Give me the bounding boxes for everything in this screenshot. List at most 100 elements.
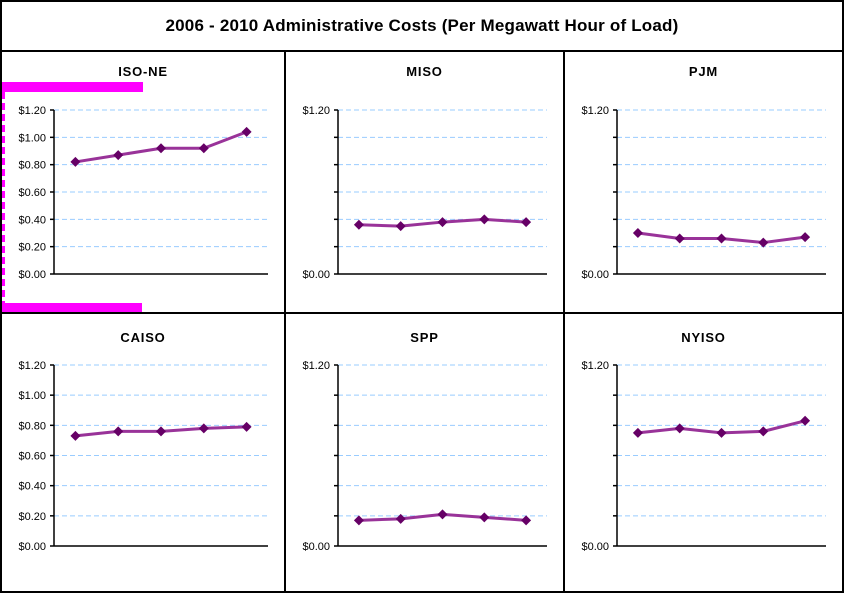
y-tick-label: $1.20 [302, 105, 330, 117]
y-tick-labels: $1.20 $0.00 [581, 105, 609, 281]
chart-cell-spp: $1.20 $0.00 SPP [284, 312, 563, 591]
chart-cell-nyiso: $1.20 $0.00 NYISO [563, 312, 842, 591]
y-tick-label: $1.00 [18, 390, 46, 402]
chart-title: SPP [410, 330, 439, 345]
report-title-row: 2006 - 2010 Administrative Costs (Per Me… [2, 2, 842, 52]
y-tick-labels: $1.20 $0.00 [302, 360, 330, 553]
chart-cell-iso-ne: $1.20 $1.00 $0.80 $0.60 $0.40 $0.20 $0.00 ISO-… [2, 52, 284, 312]
y-tick-label: $0.40 [18, 214, 46, 226]
data-point-marker [632, 228, 643, 238]
y-tick-label: $0.60 [18, 187, 46, 199]
data-point-marker [353, 219, 364, 230]
y-tick-label: $1.20 [18, 360, 46, 372]
chart-canvas-caiso: $1.20 $1.00 $0.80 $0.60 $0.40 $0.20 $0.00 [18, 360, 268, 553]
chart-grid: $1.20 $1.00 $0.80 $0.60 $0.40 $0.20 $0.00 ISO-… [2, 52, 842, 591]
y-tick-labels: $1.20 $1.00 $0.80 $0.60 $0.40 $0.20 $0.00 [18, 360, 46, 553]
data-point-marker [479, 512, 490, 523]
data-point-marker [674, 423, 685, 434]
selection-highlight-left [2, 92, 5, 303]
y-tick-label: $1.20 [18, 105, 46, 117]
axes [50, 364, 268, 547]
data-point-markers [70, 421, 252, 441]
data-point-marker [521, 515, 532, 526]
data-point-marker [479, 214, 490, 225]
data-point-marker [113, 150, 124, 161]
data-point-marker [156, 426, 166, 437]
y-tick-label: $1.20 [581, 360, 609, 372]
data-point-marker [395, 513, 406, 524]
data-point-markers [632, 228, 811, 248]
chart-title: CAISO [120, 330, 166, 345]
axes [334, 109, 547, 275]
data-point-markers [70, 126, 252, 167]
data-point-marker [70, 156, 81, 167]
chart-canvas-miso: $1.20 $0.00 [302, 105, 547, 281]
y-tick-label: $0.20 [18, 242, 46, 254]
axes [334, 364, 547, 547]
gridlines [338, 109, 547, 248]
data-point-marker [437, 217, 448, 228]
axes [613, 109, 826, 275]
y-tick-label: $0.00 [302, 541, 330, 553]
y-tick-label: $1.20 [581, 105, 609, 117]
data-point-marker [758, 426, 769, 437]
y-tick-label: $0.00 [581, 541, 609, 553]
data-point-marker [395, 221, 406, 232]
data-point-marker [113, 426, 124, 437]
y-tick-label: $0.00 [581, 269, 609, 281]
y-tick-label: $0.00 [18, 541, 46, 553]
axes [50, 109, 268, 275]
y-tick-label: $0.00 [302, 269, 330, 281]
y-tick-labels: $1.20 $0.00 [581, 360, 609, 553]
chart-cell-miso: $1.20 $0.00 MISO [284, 52, 563, 312]
y-tick-label: $1.20 [302, 360, 330, 372]
chart-title: NYISO [681, 330, 726, 345]
data-point-marker [198, 143, 209, 154]
gridlines [617, 364, 826, 517]
data-point-marker [800, 415, 811, 426]
y-tick-label: $1.00 [18, 132, 46, 144]
y-tick-label: $0.40 [18, 481, 46, 493]
data-point-marker [70, 430, 81, 441]
data-point-marker [241, 421, 252, 432]
chart-cell-pjm: $1.20 $0.00 PJM [563, 52, 842, 312]
chart-canvas-pjm: $1.20 $0.00 [581, 105, 826, 281]
data-point-markers [632, 415, 811, 438]
chart-title: PJM [688, 64, 719, 79]
data-point-marker [198, 423, 209, 434]
y-tick-label: $0.20 [18, 511, 46, 523]
chart-canvas-nyiso: $1.20 $0.00 [581, 360, 826, 553]
gridlines [54, 364, 268, 517]
chart-title: ISO-NE [118, 64, 168, 79]
data-point-marker [241, 126, 252, 137]
data-point-marker [674, 233, 685, 244]
gridlines [54, 109, 268, 248]
report-title: 2006 - 2010 Administrative Costs (Per Me… [165, 16, 679, 35]
data-point-marker [632, 427, 643, 438]
y-tick-label: $0.60 [18, 451, 46, 463]
y-tick-label: $0.00 [18, 269, 46, 281]
data-point-markers [353, 509, 532, 526]
y-tick-labels: $1.20 $1.00 $0.80 $0.60 $0.40 $0.20 $0.00 [18, 105, 46, 281]
data-point-marker [437, 509, 448, 520]
data-point-marker [716, 427, 727, 438]
y-tick-label: $0.80 [18, 420, 46, 432]
data-point-marker [156, 143, 166, 154]
gridlines [338, 364, 547, 517]
data-point-marker [800, 232, 811, 243]
chart-canvas-iso-ne: $1.20 $1.00 $0.80 $0.60 $0.40 $0.20 $0.00 [18, 105, 268, 281]
gridlines [617, 109, 826, 248]
axes [613, 364, 826, 547]
data-point-marker [758, 237, 769, 248]
chart-title: MISO [406, 64, 443, 79]
data-point-marker [521, 217, 532, 228]
y-tick-label: $0.80 [18, 160, 46, 172]
data-point-markers [353, 214, 532, 232]
selection-highlight-top [2, 82, 143, 92]
data-point-marker [353, 515, 364, 526]
chart-canvas-spp: $1.20 $0.00 [302, 360, 547, 553]
data-point-marker [716, 233, 727, 244]
chart-cell-caiso: $1.20 $1.00 $0.80 $0.60 $0.40 $0.20 $0.00 CAIS… [2, 312, 284, 591]
y-tick-labels: $1.20 $0.00 [302, 105, 330, 281]
